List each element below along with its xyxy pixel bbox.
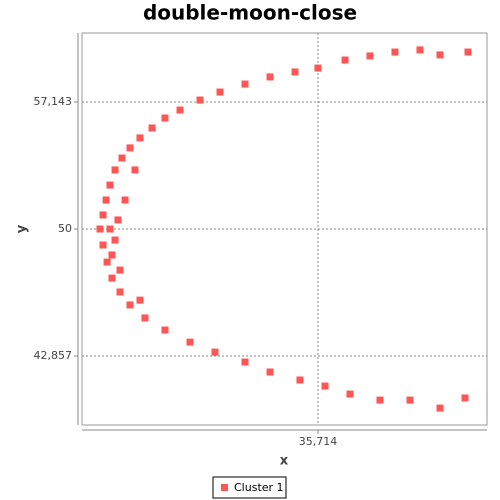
point [116,266,124,274]
point [391,48,399,56]
point [108,251,116,259]
point [366,52,374,60]
legend [212,476,287,499]
point [111,166,119,174]
point [346,390,354,398]
x-axis-label: x [280,454,289,469]
point [341,56,349,64]
legend-swatch [221,484,228,491]
point [436,51,444,59]
point [99,211,107,219]
point [103,258,111,266]
point [106,181,114,189]
y-tick-label: 57,143 [34,95,73,108]
x-tick-label: 35,714 [299,435,338,448]
point [464,48,472,56]
point [296,376,304,384]
point [211,348,219,356]
point [108,274,116,282]
point [118,154,126,162]
point [376,396,384,404]
point [216,88,224,96]
point [406,396,414,404]
point [241,80,249,88]
point [121,196,129,204]
chart-title: double-moon-close [143,1,357,25]
point [461,394,469,402]
point [186,338,194,346]
point [102,196,110,204]
point [114,216,122,224]
point [136,134,144,142]
point [148,124,156,132]
point [321,382,329,390]
point [291,68,299,76]
point [196,96,204,104]
point [111,236,119,244]
point [141,314,149,322]
y-tick-label: 50 [58,222,72,235]
point [106,225,114,233]
point [96,225,104,233]
point [126,144,134,152]
point [266,368,274,376]
point [161,114,169,122]
y-axis-label: y [15,224,30,233]
point [126,301,134,309]
point [99,241,107,249]
point [131,166,139,174]
point [436,404,444,412]
legend-label: Cluster 1 [234,481,284,494]
point [161,326,169,334]
point [266,73,274,81]
point [136,296,144,304]
point [116,288,124,296]
point [314,64,322,72]
point [241,358,249,366]
point [416,46,424,54]
point [176,106,184,114]
y-tick-label: 42,857 [34,349,73,362]
